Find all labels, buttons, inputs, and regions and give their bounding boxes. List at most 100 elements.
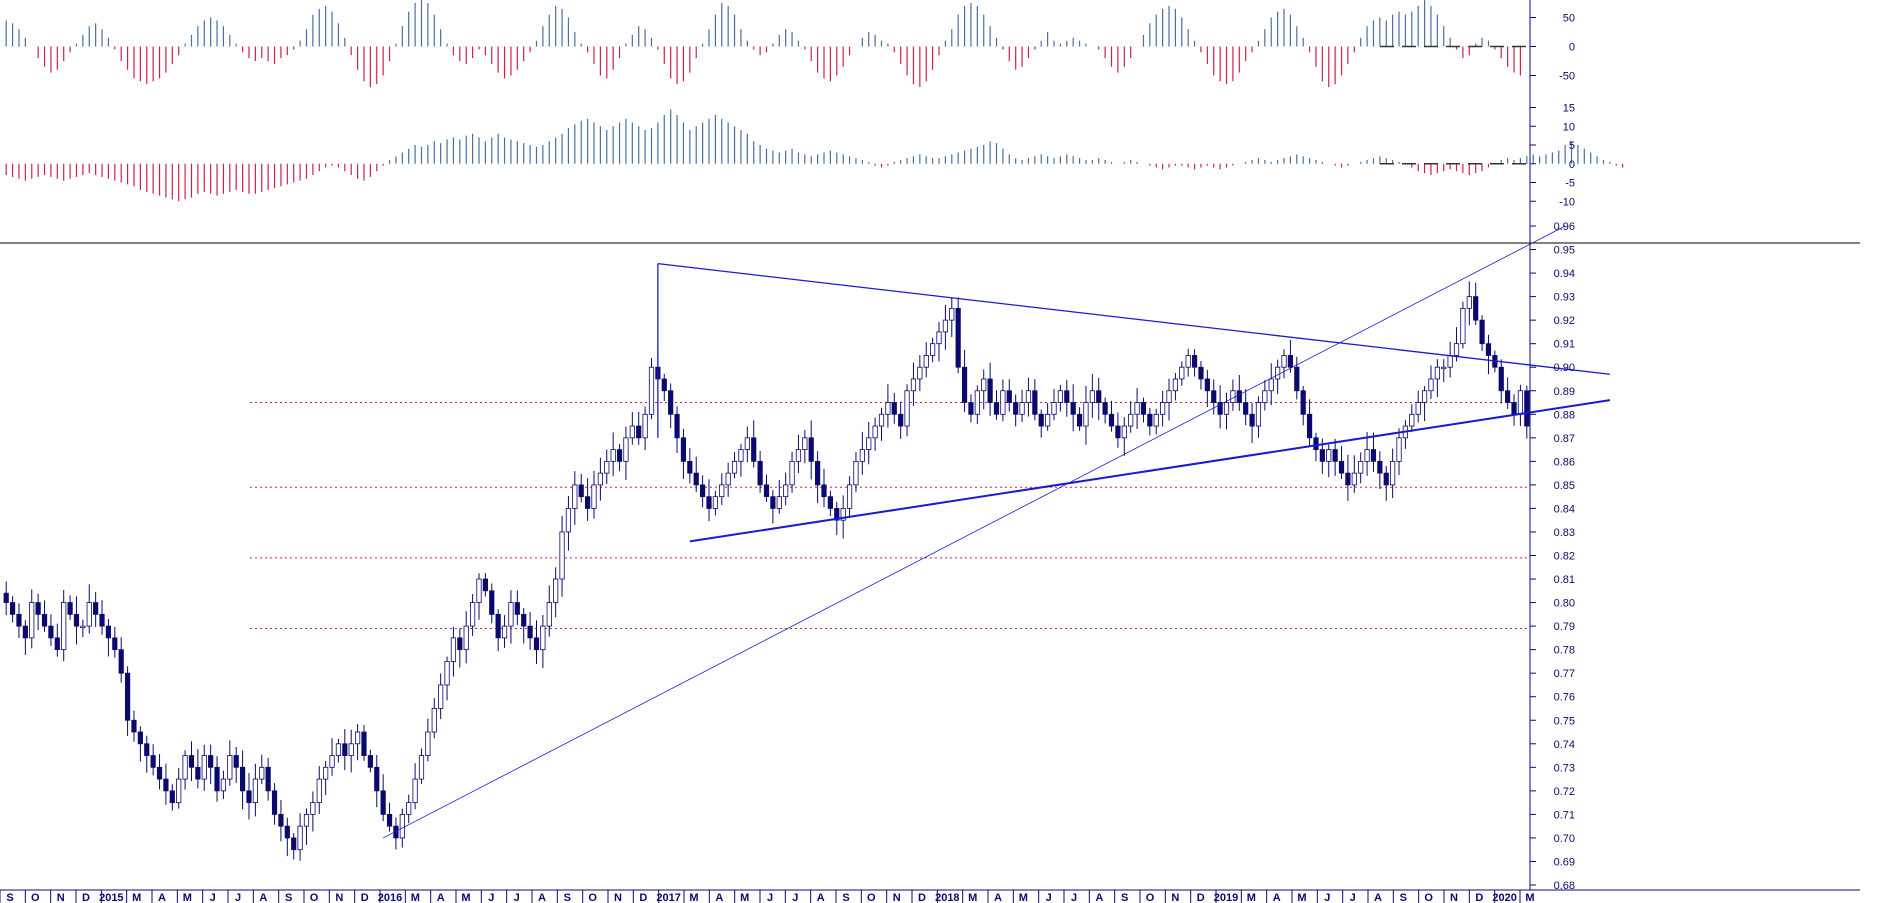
- candle-body: [1281, 355, 1287, 368]
- candle-body: [124, 672, 131, 721]
- x-tick-label: 2019: [1214, 892, 1238, 903]
- x-tick-label: D: [639, 892, 647, 903]
- x-axis: S O N D 2015 M A M J J A S O N D 2016 M A M J J A S O N D 2017 M A M J…: [0, 889, 1860, 903]
- candle-body: [636, 425, 642, 439]
- candle-body: [514, 602, 520, 615]
- candle-body: [1364, 449, 1370, 462]
- candle-body: [348, 743, 354, 756]
- y-tick-label: 0.91: [1554, 339, 1575, 351]
- candle-body: [1140, 402, 1147, 415]
- candle-body: [661, 378, 667, 392]
- candle-body: [725, 472, 731, 486]
- x-tick-label: M: [1247, 892, 1256, 903]
- x-tick-label: M: [132, 892, 141, 903]
- candle-body: [1524, 390, 1530, 427]
- candle-body: [169, 790, 175, 804]
- candle-body: [610, 449, 616, 462]
- x-tick-label: S: [1121, 892, 1128, 903]
- candle-body: [1396, 437, 1402, 462]
- x-tick-label: J: [210, 892, 216, 903]
- candle-body: [1198, 366, 1204, 380]
- x-tick-label: J: [514, 892, 520, 903]
- candle-body: [457, 637, 463, 651]
- x-tick-label: D: [918, 892, 926, 903]
- x-tick-label: J: [488, 892, 494, 903]
- candle-body: [105, 625, 112, 639]
- y-tick-label: 50: [1563, 13, 1575, 25]
- candle-body: [706, 496, 712, 509]
- candle-body: [495, 613, 501, 639]
- x-tick-label: O: [1424, 892, 1433, 903]
- candle-body: [1019, 402, 1025, 415]
- candle-body: [923, 355, 929, 368]
- candle-body: [815, 460, 821, 486]
- candle-body: [1211, 390, 1217, 403]
- candle-body: [1338, 460, 1345, 474]
- candle-body: [744, 437, 750, 450]
- y-tick-label: 0.89: [1554, 386, 1575, 398]
- candle-body: [1057, 390, 1063, 403]
- x-tick-label: N: [57, 892, 65, 903]
- x-tick-label: J: [1071, 892, 1077, 903]
- candle-body: [1498, 366, 1504, 392]
- x-tick-label: S: [6, 892, 13, 903]
- candle-body: [425, 731, 431, 756]
- y-tick-label: 0.75: [1554, 715, 1575, 727]
- candle-body: [476, 578, 482, 603]
- y-tick-label: 0.95: [1554, 245, 1575, 257]
- candle-body: [1249, 413, 1255, 427]
- candle-body: [1262, 390, 1268, 403]
- x-tick-label: M: [1019, 892, 1028, 903]
- candle-body: [41, 613, 48, 627]
- y-tick-label: 0: [1569, 42, 1575, 54]
- x-tick-label: S: [1400, 892, 1407, 903]
- candle-body: [195, 766, 201, 780]
- candle-body: [961, 366, 968, 403]
- candle-body: [674, 413, 680, 439]
- candle-body: [1505, 390, 1511, 403]
- candle-body: [163, 778, 169, 792]
- x-tick-label: M: [183, 892, 192, 903]
- candle-body: [450, 637, 457, 662]
- candle-body: [578, 484, 584, 498]
- y-tick-label: 0.77: [1554, 668, 1575, 680]
- candle-body: [1479, 319, 1485, 345]
- x-tick-label: A: [715, 892, 723, 903]
- y-tick-label: 0.80: [1554, 598, 1575, 610]
- x-tick-label: S: [564, 892, 571, 903]
- candle-body: [470, 602, 476, 627]
- candle-body: [48, 625, 54, 639]
- candle-body: [1473, 296, 1479, 321]
- x-tick-label: 2015: [99, 892, 123, 903]
- candle-body: [904, 390, 910, 427]
- y-tick-label: 5: [1569, 140, 1575, 152]
- candle-body: [1390, 460, 1396, 486]
- candle-body: [1185, 355, 1191, 368]
- candle-body: [1083, 402, 1089, 427]
- candle-body: [757, 460, 763, 486]
- x-tick-label: D: [1197, 892, 1205, 903]
- candle-body: [9, 602, 16, 615]
- candle-body: [1441, 366, 1447, 370]
- candle-body: [1313, 437, 1319, 450]
- y-tick-label: 0.83: [1554, 527, 1575, 539]
- x-tick-label: J: [767, 892, 773, 903]
- x-tick-label: D: [361, 892, 369, 903]
- candle-body: [1128, 413, 1134, 427]
- candle-body: [1064, 390, 1070, 403]
- candle-body: [885, 402, 891, 415]
- candle-body: [233, 755, 239, 768]
- y-tick-label: 0.79: [1554, 621, 1575, 633]
- candle-body: [1466, 296, 1472, 309]
- x-tick-label: M: [461, 892, 470, 903]
- x-tick-label: O: [588, 892, 597, 903]
- y-tick-label: -10: [1559, 196, 1575, 208]
- y-axis: 500-50151050-5-100.960.950.940.930.920.9…: [1529, 0, 1575, 892]
- candle-body: [1134, 402, 1140, 415]
- candle-body: [22, 625, 28, 639]
- candle-body: [846, 484, 853, 509]
- candle-body: [284, 825, 290, 839]
- candle-body: [67, 602, 73, 615]
- candle-body: [482, 578, 488, 592]
